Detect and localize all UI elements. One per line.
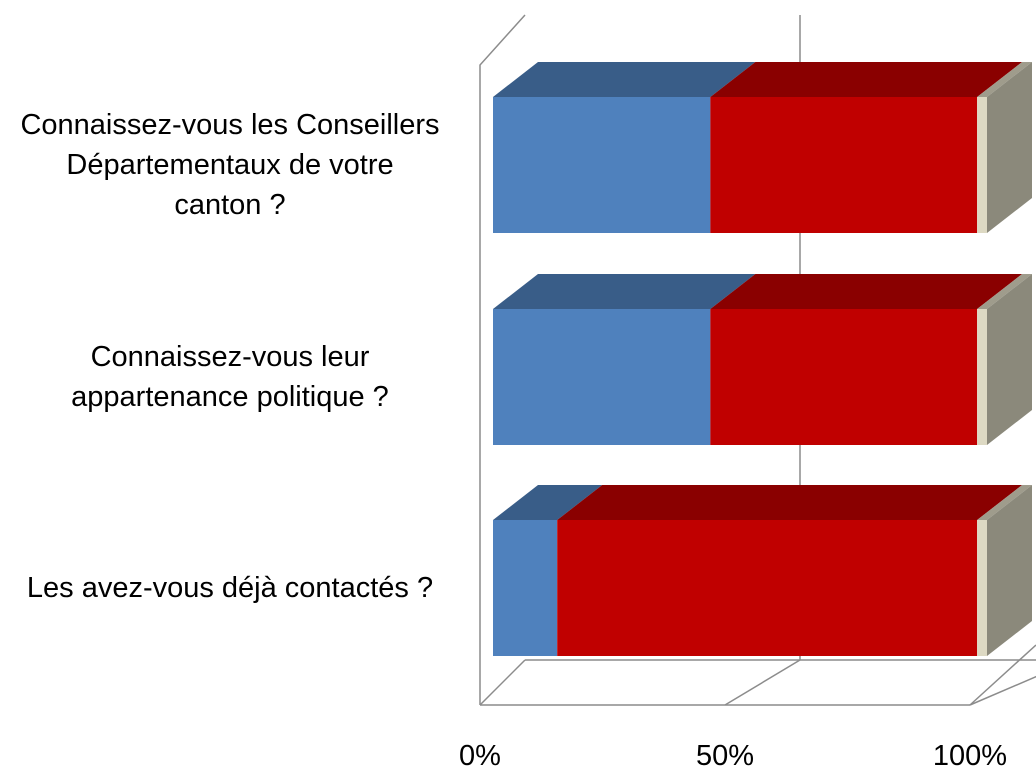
bar [710,97,978,233]
grid-line [724,659,801,706]
bar [977,97,987,233]
bar [493,97,711,233]
bar [977,520,987,656]
y-tick-label: Connaissez-vous les Conseillers Départem… [20,109,440,221]
bar [557,520,978,656]
wall-edge [479,14,526,705]
x-tick-label: 50% [696,740,754,772]
x-tick-label: 100% [933,740,1007,772]
bar [493,520,558,656]
grid-line [479,659,526,706]
bar-top [710,62,1023,97]
bar-top [977,485,1032,520]
bar-side [987,274,1032,445]
bar-top [557,485,1023,520]
bar [710,309,978,445]
bar-top [977,62,1032,97]
bar-top [493,485,603,520]
bar-top [977,274,1032,309]
y-tick-label: Connaissez-vous leur appartenance politi… [71,341,389,413]
bar-top [493,274,756,309]
grid-line [969,675,1036,706]
bar-side [987,485,1032,656]
bar-top [710,274,1023,309]
x-tick-label: 0% [459,740,501,772]
bar-top [493,62,756,97]
bar [977,309,987,445]
bar [493,309,711,445]
bar-side [987,62,1032,233]
y-tick-label: Les avez-vous déjà contactés ? [26,572,434,604]
wall-edge [969,644,1036,706]
